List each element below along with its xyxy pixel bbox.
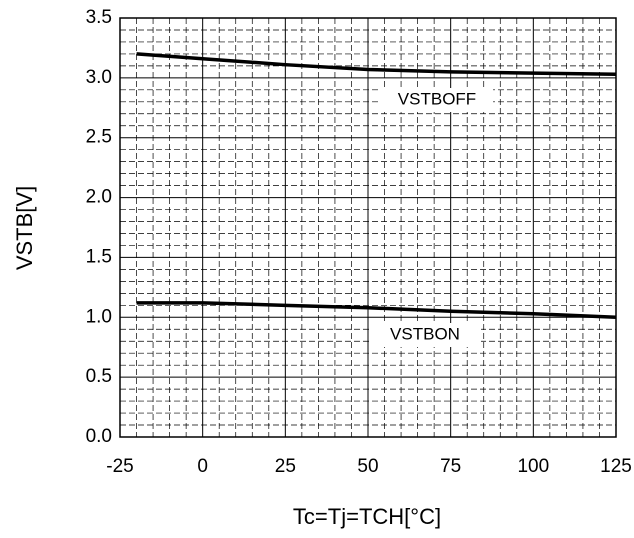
y-tick-label: 3.0 [86, 67, 112, 88]
x-tick-label: 25 [275, 456, 296, 477]
y-tick-label: 2.5 [86, 127, 112, 148]
x-tick-label: 75 [440, 456, 461, 477]
series-label-bg [369, 323, 481, 347]
y-axis-label: VSTB[V] [12, 186, 37, 270]
x-tick-label: 100 [517, 456, 549, 477]
y-tick-label: 0.0 [86, 426, 112, 447]
line-series [136, 301, 617, 320]
x-tick-label: 125 [600, 456, 632, 477]
line-series [136, 52, 617, 77]
y-tick-label: 1.0 [86, 306, 112, 327]
x-axis-label: Tc=Tj=TCH[°C] [293, 504, 441, 529]
x-tick-label: 0 [197, 456, 208, 477]
series-label: VSTBON [390, 324, 460, 343]
x-tick-label: 50 [357, 456, 378, 477]
y-tick-label: 3.5 [86, 7, 112, 28]
y-tick-label: 1.5 [86, 246, 112, 267]
y-tick-label: 2.0 [86, 187, 112, 208]
series-label: VSTBOFF [398, 89, 476, 108]
plot-frame [119, 17, 617, 438]
y-tick-label: 0.5 [86, 366, 112, 387]
series-label-bg [381, 88, 493, 112]
x-tick-label: -25 [106, 456, 133, 477]
